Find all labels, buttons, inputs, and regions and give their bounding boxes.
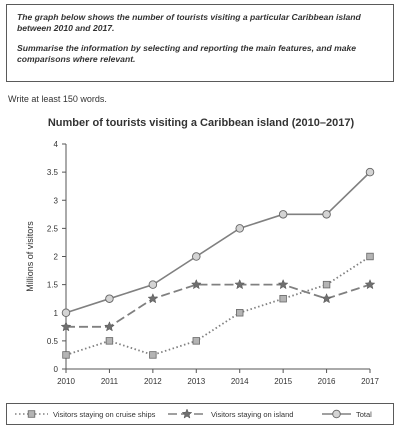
x-tick-label: 2014 bbox=[231, 377, 249, 386]
legend-label: Total bbox=[356, 410, 372, 419]
task-prompt-box: The graph below shows the number of tour… bbox=[6, 4, 394, 82]
legend-swatch-marker bbox=[27, 410, 36, 418]
y-tick-label: 3.5 bbox=[47, 168, 59, 177]
data-point bbox=[321, 293, 332, 304]
data-point bbox=[61, 308, 71, 318]
series-line bbox=[66, 283, 371, 328]
data-point bbox=[365, 167, 375, 177]
y-tick-label: 0 bbox=[54, 365, 59, 374]
data-point bbox=[105, 337, 114, 345]
task-paragraph-2: Summarise the information by selecting a… bbox=[17, 43, 357, 64]
x-tick-label: 2012 bbox=[144, 377, 162, 386]
legend-swatch-marker bbox=[181, 408, 193, 419]
word-count-instruction: Write at least 150 words. bbox=[8, 94, 107, 104]
data-point bbox=[366, 252, 374, 261]
x-tick-label: 2011 bbox=[101, 377, 119, 386]
y-tick-label: 2 bbox=[54, 253, 59, 262]
series-line bbox=[65, 255, 371, 356]
chart-title: Number of tourists visiting a Caribbean … bbox=[47, 117, 355, 129]
chart-legend bbox=[6, 403, 394, 425]
data-point bbox=[236, 309, 244, 317]
series-line bbox=[65, 171, 371, 314]
x-tick-label: 2010 bbox=[57, 377, 75, 386]
y-tick-label: 0.5 bbox=[47, 337, 59, 346]
series-square-group bbox=[62, 252, 374, 359]
data-point bbox=[322, 210, 331, 219]
data-point bbox=[192, 337, 200, 345]
data-point bbox=[60, 321, 72, 332]
data-point bbox=[322, 280, 331, 289]
legend-item: Total bbox=[322, 409, 372, 419]
y-tick-label: 1 bbox=[54, 309, 59, 318]
legend-item: Visitors staying on cruise ships bbox=[15, 410, 156, 419]
data-point bbox=[147, 293, 159, 304]
data-point bbox=[234, 278, 246, 290]
x-tick-label: 2017 bbox=[361, 377, 379, 386]
y-tick-label: 3 bbox=[54, 196, 59, 205]
y-tick-label: 1.5 bbox=[47, 281, 59, 290]
data-point bbox=[192, 252, 201, 261]
legend-label: Visitors staying on cruise ships bbox=[53, 410, 156, 419]
data-point bbox=[149, 351, 157, 359]
data-point bbox=[148, 280, 158, 289]
data-point bbox=[62, 351, 70, 359]
data-point bbox=[278, 210, 288, 219]
x-tick-label: 2013 bbox=[187, 377, 205, 386]
x-tick-label: 2016 bbox=[318, 377, 336, 386]
data-point bbox=[104, 321, 115, 332]
data-point bbox=[190, 278, 202, 290]
data-point bbox=[277, 278, 289, 290]
task-paragraph-1: The graph below shows the number of tour… bbox=[17, 12, 361, 33]
legend-label: Visitors staying on island bbox=[211, 410, 293, 419]
legend-swatch-marker bbox=[332, 409, 341, 419]
series-star-group bbox=[60, 278, 376, 332]
series-circle-group bbox=[61, 167, 375, 318]
data-point bbox=[105, 294, 114, 303]
data-point bbox=[279, 294, 287, 303]
data-point bbox=[235, 224, 244, 233]
legend-item: Visitors staying on island bbox=[168, 408, 293, 419]
y-tick-label: 4 bbox=[54, 140, 59, 149]
data-point bbox=[364, 278, 376, 290]
x-tick-label: 2015 bbox=[274, 377, 292, 386]
y-tick-label: 2.5 bbox=[47, 224, 59, 233]
y-axis-label: Millions of visitors bbox=[25, 221, 35, 292]
